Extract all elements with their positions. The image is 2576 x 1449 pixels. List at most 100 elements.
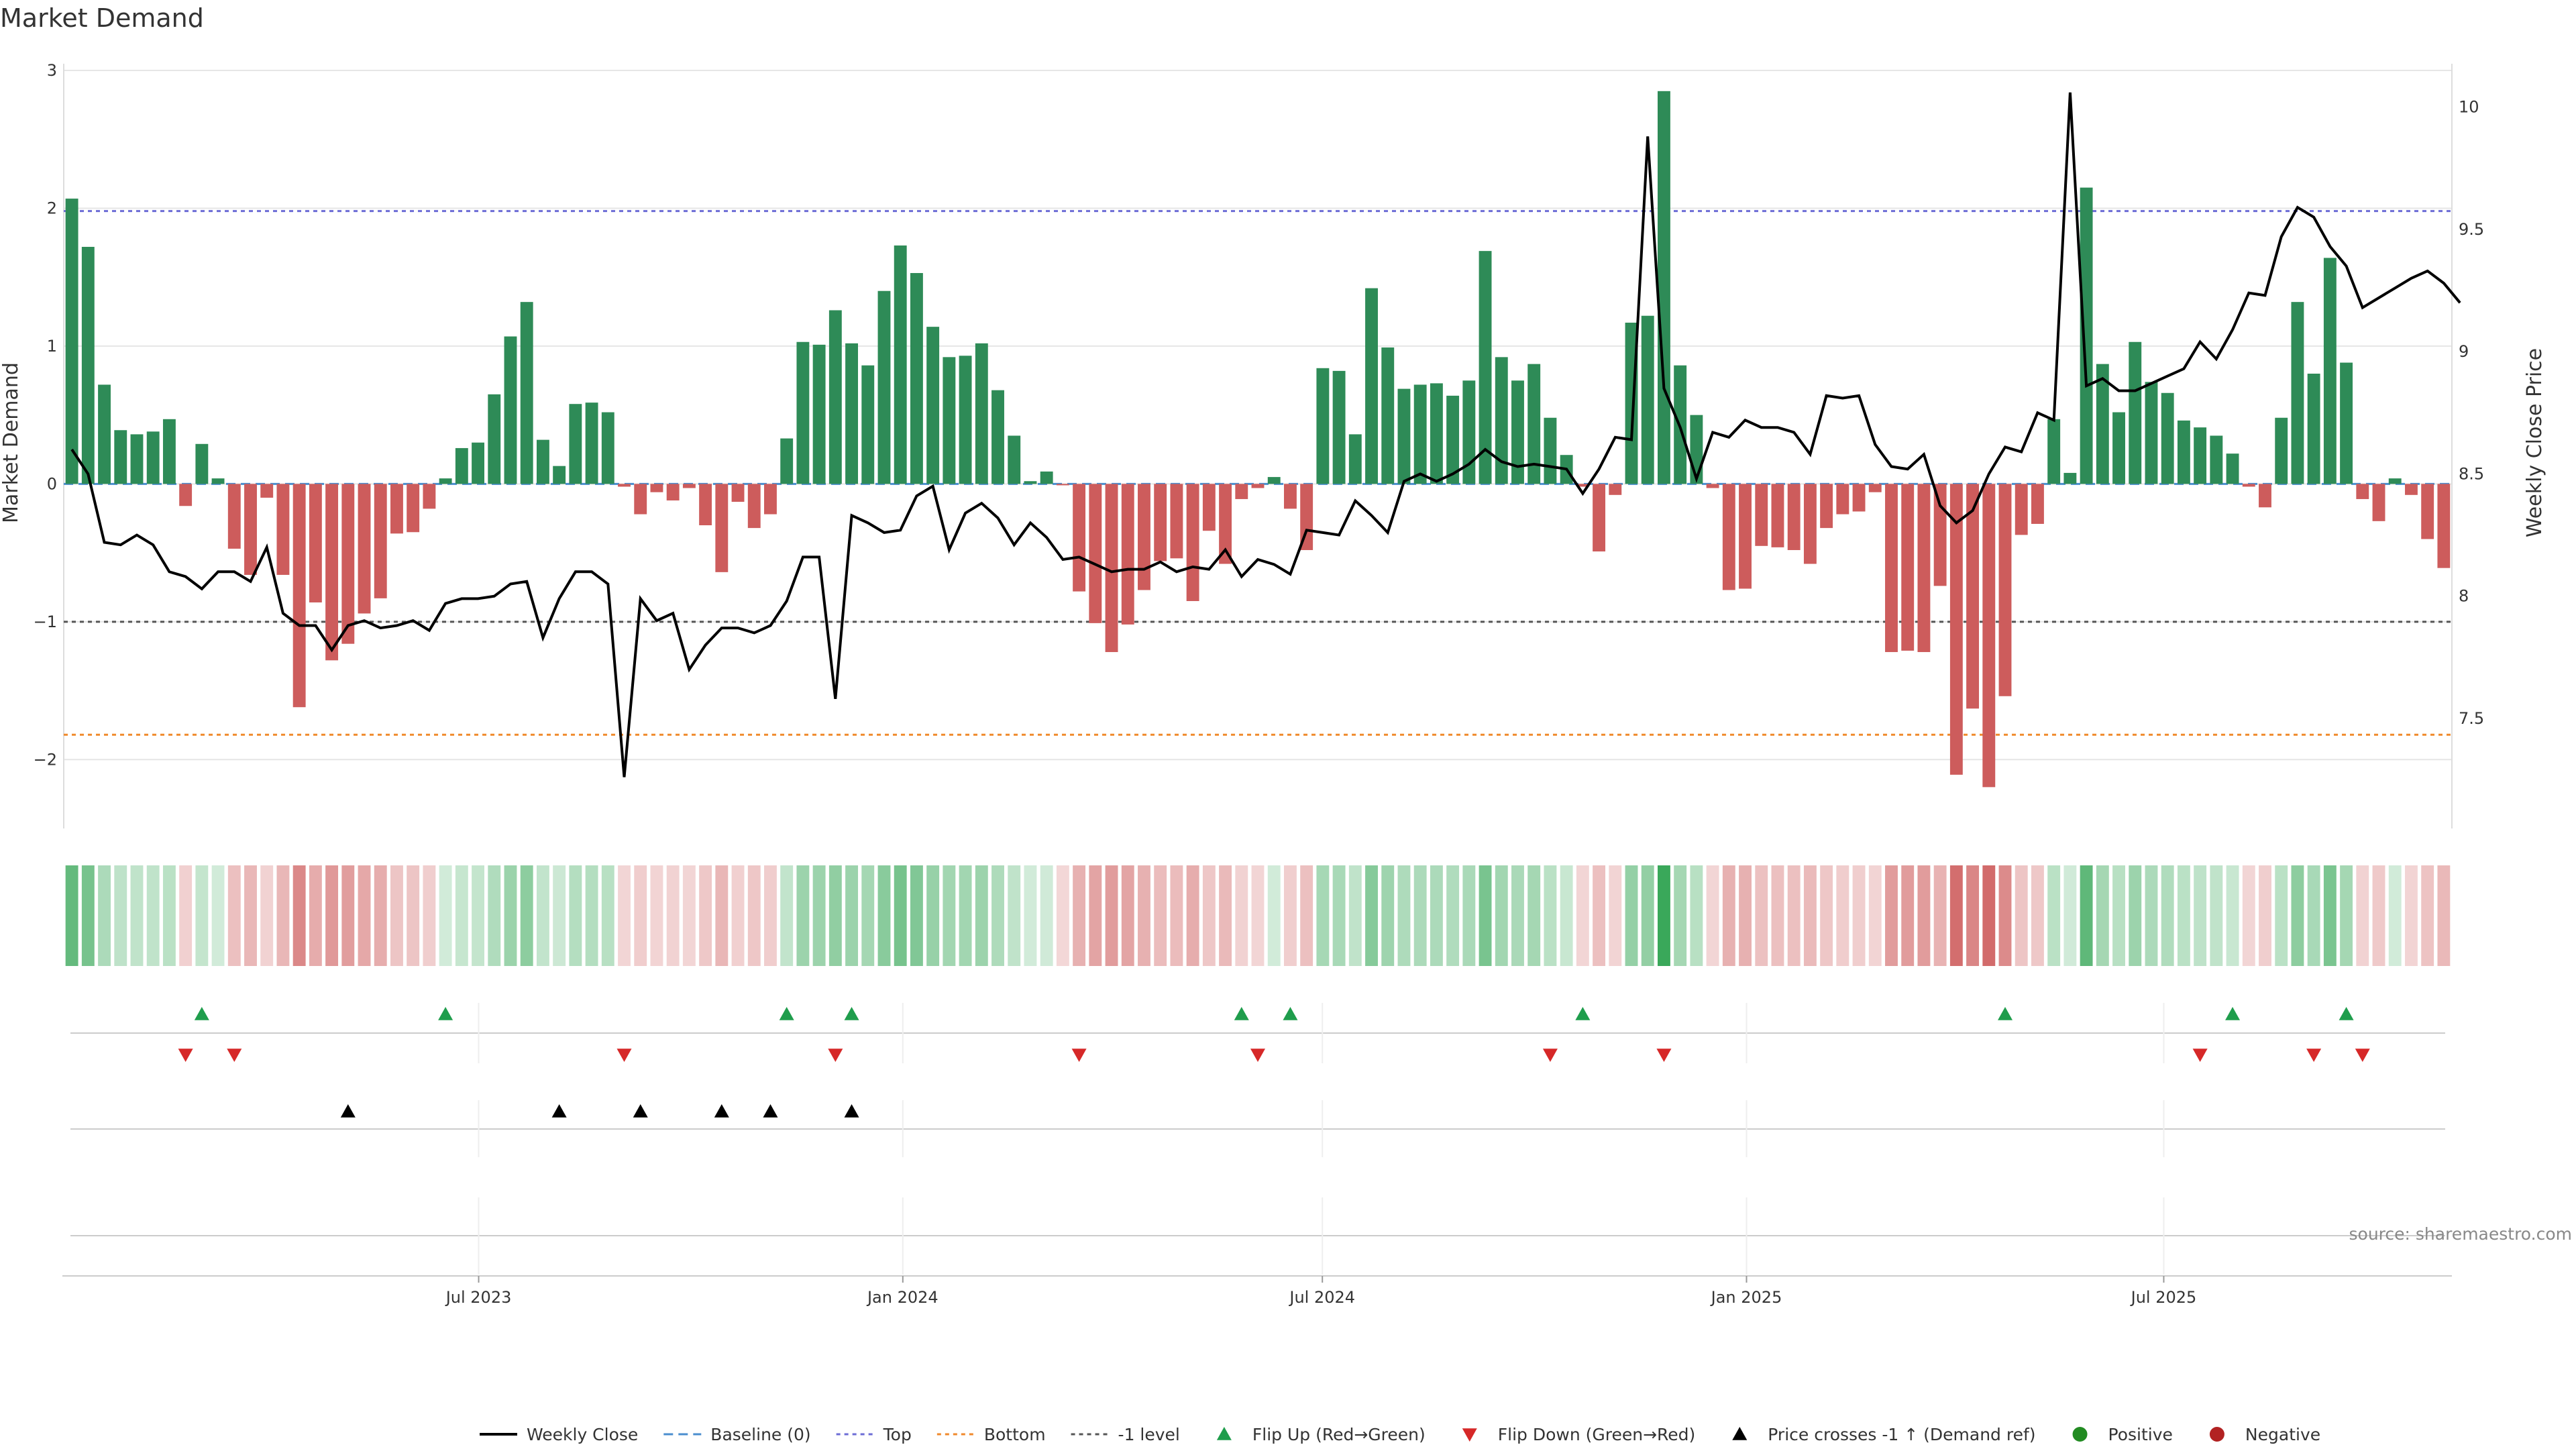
strip-cell <box>2356 865 2369 966</box>
legend-item: Price crosses -1 ↑ (Demand ref) <box>1732 1425 2036 1444</box>
legend-item: Flip Down (Green→Red) <box>1462 1425 1695 1444</box>
demand-bar <box>1397 388 1411 484</box>
strip-cell <box>292 865 306 966</box>
empty-panel <box>70 1032 2445 1236</box>
strip-cell <box>1690 865 1703 966</box>
flip-down-marker <box>1656 1049 1672 1062</box>
strip-cell <box>1267 865 1281 966</box>
demand-bar <box>1024 481 1037 484</box>
demand-bar <box>1901 484 1915 651</box>
strip-cell <box>2405 865 2418 966</box>
demand-bar <box>2161 392 2174 484</box>
demand-bar <box>423 484 436 509</box>
strip-cell <box>2194 865 2207 966</box>
demand-bar <box>553 466 566 484</box>
strip-cell <box>1073 865 1086 966</box>
strip-cell <box>764 865 777 966</box>
demand-bar <box>98 384 111 484</box>
demand-bar <box>926 327 940 484</box>
strip-cell <box>1852 865 1866 966</box>
grid-layer <box>63 64 2453 828</box>
strip-cell <box>1674 865 1687 966</box>
demand-bar <box>1316 368 1330 484</box>
legend-item: Weekly Close <box>480 1425 638 1444</box>
flip-down-marker <box>1071 1049 1087 1062</box>
right-axis-title: Weekly Close Price <box>2523 348 2546 537</box>
right-tick-label: 8 <box>2459 587 2469 606</box>
strip-cell <box>2259 865 2271 966</box>
strip-cell <box>991 865 1004 966</box>
strip-cell <box>1251 865 1265 966</box>
strip-cell <box>1040 865 1053 966</box>
strip-cell <box>341 865 355 966</box>
demand-bar <box>1267 477 1281 484</box>
demand-bar <box>569 404 582 484</box>
legend-label: Negative <box>2245 1425 2320 1444</box>
strip-cell <box>1170 865 1183 966</box>
legend-item: Top <box>836 1425 912 1444</box>
demand-bar <box>1202 484 1216 531</box>
demand-bar <box>943 357 956 484</box>
strip-cell <box>2226 865 2239 966</box>
legend-item: Flip Up (Red→Green) <box>1216 1425 1426 1444</box>
strip-cell <box>2096 865 2109 966</box>
demand-bar <box>731 484 745 502</box>
strip-cell <box>1787 865 1801 966</box>
strip-cell <box>601 865 614 966</box>
strip-cell <box>260 865 274 966</box>
strip-cell <box>81 865 95 966</box>
strip-cell <box>585 865 598 966</box>
demand-bar <box>747 484 761 529</box>
demand-bar <box>114 430 127 484</box>
strip-cell <box>276 865 290 966</box>
strip-cell <box>2388 865 2402 966</box>
source-note: source: sharemaestro.com <box>2349 1224 2573 1244</box>
legend-label: Flip Up (Red→Green) <box>1252 1425 1426 1444</box>
strip-cell <box>650 865 663 966</box>
strip-cell <box>1105 865 1118 966</box>
strip-cell <box>227 865 241 966</box>
strip-cell <box>2291 865 2304 966</box>
demand-bar <box>1413 384 1427 484</box>
demand-bar <box>1820 484 1833 529</box>
strip-cell <box>2275 865 2288 966</box>
strip-cell <box>130 865 144 966</box>
strip-cell <box>715 865 729 966</box>
demand-bar <box>1381 347 1395 484</box>
demand-bar <box>2372 484 2385 521</box>
price-cross-marker <box>633 1104 648 1118</box>
strip-cell <box>1998 865 2012 966</box>
flip-up-marker <box>844 1007 859 1020</box>
strip-cell <box>472 865 484 966</box>
demand-bar <box>1998 484 2012 696</box>
demand-bar <box>1852 484 1866 512</box>
demand-bar <box>601 412 614 484</box>
strip-cell <box>1755 865 1768 966</box>
demand-bar <box>1348 434 1362 484</box>
demand-bar <box>2210 435 2223 484</box>
demand-bar <box>812 344 826 484</box>
demand-bar <box>764 484 777 515</box>
strip-cell <box>1219 865 1232 966</box>
strip-cell <box>325 865 339 966</box>
demand-bar <box>195 443 209 484</box>
demand-bar <box>2405 484 2418 495</box>
demand-bar <box>1040 471 1053 484</box>
demand-bar <box>244 484 257 575</box>
strip-cell <box>699 865 712 966</box>
strip-cell <box>828 865 842 966</box>
strip-cell <box>1966 865 1980 966</box>
flip-down-marker <box>1542 1049 1558 1062</box>
strip-cell <box>1901 865 1915 966</box>
demand-bar <box>682 484 696 488</box>
left-tick-label: 0 <box>47 474 57 493</box>
strip-cell <box>1154 865 1167 966</box>
strip-cell <box>504 865 517 966</box>
strip-cell <box>520 865 533 966</box>
demand-bar <box>1495 357 1508 484</box>
flip-up-marker <box>1234 1007 1249 1020</box>
demand-bar <box>1706 484 1719 488</box>
demand-bar <box>2145 382 2158 484</box>
flip-down-marker <box>2306 1049 2322 1062</box>
